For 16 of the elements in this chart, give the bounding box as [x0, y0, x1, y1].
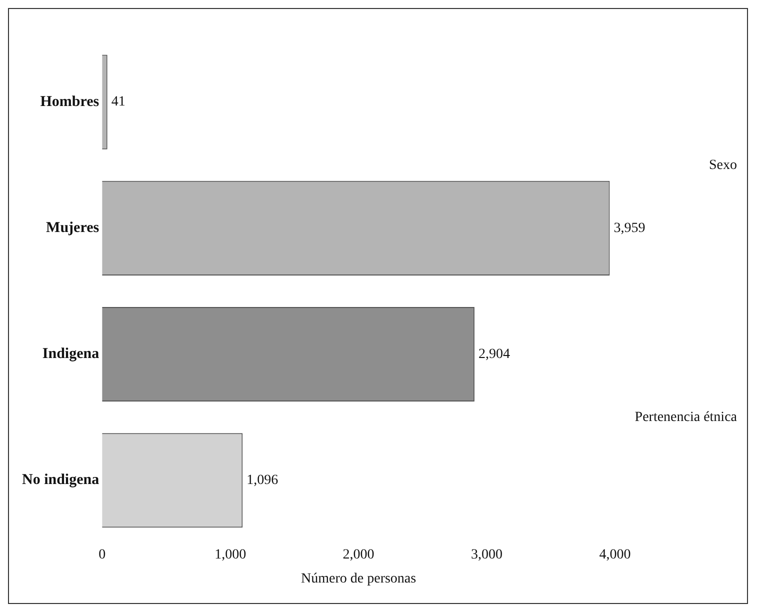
data-label: 3,959: [614, 220, 646, 236]
x-axis-title: Número de personas: [301, 571, 416, 586]
text: Sexo: [709, 158, 737, 173]
x-tick-label: 0: [98, 547, 106, 562]
y-tick-label: Indigena: [42, 346, 100, 362]
data-label: 2,904: [478, 346, 510, 362]
y-tick-label: No indigena: [22, 472, 100, 488]
text: Pertenencia étnica: [634, 410, 738, 425]
x-tick-label: 2,000: [342, 547, 374, 562]
y-tick-label: Hombres: [40, 94, 100, 110]
data-label: 41: [111, 94, 126, 110]
x-tick-label: 4,000: [599, 547, 631, 562]
data-label: 1,096: [246, 473, 278, 488]
x-tick-label: 1,000: [214, 547, 246, 562]
y-tick-label: Mujeres: [46, 220, 100, 236]
x-tick-label: 3,000: [471, 547, 503, 562]
